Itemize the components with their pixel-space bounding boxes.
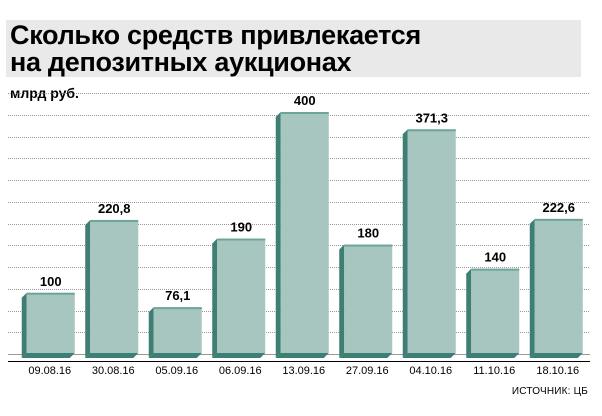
- bar-top-edge: [217, 238, 266, 241]
- category-label: 04.10.16: [409, 365, 452, 377]
- bar-side: [402, 129, 408, 358]
- chart-title-line-2: на депозитных аукционах: [10, 47, 352, 77]
- bar-side: [148, 307, 154, 358]
- bar-06.09.16: [212, 238, 266, 358]
- bar: [534, 218, 583, 353]
- bar-side: [339, 244, 345, 358]
- value-label: 190: [230, 220, 252, 235]
- bar-top-edge: [534, 218, 583, 221]
- bar: [471, 268, 520, 353]
- bars: [21, 112, 583, 358]
- value-label: 76,1: [165, 288, 190, 303]
- value-label: 180: [357, 226, 379, 241]
- unit-label: млрд руб.: [10, 85, 79, 101]
- title-block: Сколько средств привлекается на депозитн…: [6, 20, 581, 77]
- bar-side: [466, 268, 472, 358]
- bar-side: [85, 219, 91, 358]
- category-label: 11.10.16: [473, 365, 515, 377]
- bar: [153, 307, 202, 353]
- labels: 100 09.08.16 220,8 30.08.16 76,1 05.09.16 190 0…: [28, 93, 579, 377]
- bar-13.09.16: [275, 112, 329, 358]
- bar-top-edge: [407, 129, 456, 132]
- bar-05.09.16: [148, 307, 202, 358]
- value-label: 140: [484, 250, 506, 265]
- bar-bottom: [212, 353, 266, 358]
- bar: [90, 219, 139, 353]
- bar: [407, 129, 456, 353]
- bar-04.10.16: [402, 129, 456, 358]
- value-label: 400: [294, 93, 316, 108]
- chart-title-line-1: Сколько средств привлекается: [10, 20, 421, 50]
- bar-side: [212, 238, 218, 358]
- bar-top-edge: [90, 219, 139, 222]
- bar-bottom: [402, 353, 456, 358]
- category-label: 13.09.16: [282, 365, 325, 377]
- bar: [26, 292, 75, 353]
- bar-09.08.16: [21, 292, 75, 358]
- bar-side: [275, 112, 281, 358]
- category-label: 06.09.16: [219, 365, 262, 377]
- bar-side: [21, 292, 27, 358]
- bar-bottom: [466, 353, 520, 358]
- category-label: 27.09.16: [346, 365, 389, 377]
- bar-side: [529, 218, 535, 358]
- source-note: ИСТОЧНИК: ЦБ: [511, 386, 588, 397]
- category-label: 05.09.16: [155, 365, 198, 377]
- bar-bottom: [21, 353, 75, 358]
- value-label: 220,8: [98, 201, 131, 216]
- bar-18.10.16: [529, 218, 583, 358]
- bar-bottom: [529, 353, 583, 358]
- bar-27.09.16: [339, 244, 393, 358]
- bar: [217, 238, 266, 353]
- bar-top-edge: [26, 292, 75, 295]
- value-label: 371,3: [415, 110, 448, 125]
- value-label: 100: [40, 274, 62, 289]
- category-label: 18.10.16: [536, 365, 579, 377]
- bar-bottom: [148, 353, 202, 358]
- bar-bottom: [339, 353, 393, 358]
- bar: [280, 112, 329, 353]
- bar-bottom: [275, 353, 329, 358]
- bar-top-edge: [280, 112, 329, 114]
- value-label: 222,6: [542, 200, 575, 215]
- bar-top-edge: [153, 307, 202, 310]
- bar-top-edge: [344, 244, 393, 247]
- bar-30.08.16: [85, 219, 139, 358]
- bar: [344, 244, 393, 353]
- category-label: 09.08.16: [28, 365, 71, 377]
- bar-bottom: [85, 353, 139, 358]
- bar-top-edge: [471, 268, 520, 271]
- category-label: 30.08.16: [92, 365, 135, 377]
- bar-11.10.16: [466, 268, 520, 358]
